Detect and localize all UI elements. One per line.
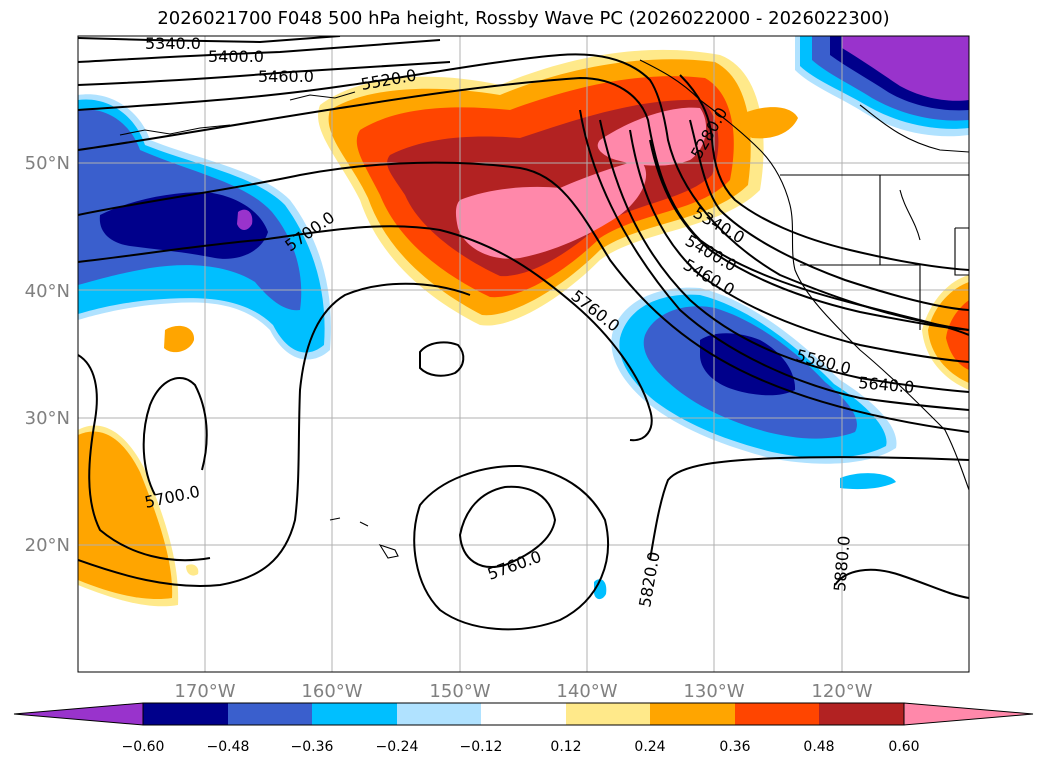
height-contours (78, 36, 969, 631)
lat-label: 40°N (25, 281, 70, 302)
lon-label: 160°W (301, 681, 362, 702)
colorbar-tick-label: 0.36 (719, 739, 750, 755)
lat-label: 20°N (25, 535, 70, 556)
plot-frame (77, 35, 970, 673)
colorbar-frame (142, 702, 905, 726)
contour-5520 (78, 53, 969, 331)
contour-5580-a (78, 76, 969, 336)
lat-labels: 50°N 40°N 30°N 20°N (25, 153, 70, 556)
negative-anomaly-east-small (840, 473, 896, 490)
lon-label: 170°W (174, 681, 235, 702)
colorbar-segment (228, 703, 312, 725)
lat-label: 50°N (25, 153, 70, 174)
contour-label: 5760.0 (568, 286, 624, 335)
contour-label: 5820.0 (635, 550, 663, 608)
positive-anomaly-small-bc (739, 107, 798, 139)
contour-5400-east (649, 139, 969, 331)
contour-5460-west (78, 61, 451, 86)
colorbar-segment (143, 703, 228, 725)
contour-5820 (649, 456, 969, 561)
colorbar-arrow-left (13, 702, 144, 726)
colorbar-segment (397, 703, 481, 725)
colorbar-segment (312, 703, 397, 725)
colorbar-segment (735, 703, 819, 725)
contour-5760-c (419, 341, 465, 377)
colorbar-tick-label: −0.60 (122, 739, 165, 755)
colorbar-tick-label: 0.48 (803, 739, 834, 755)
contour-5400-west (78, 39, 441, 63)
colorbar-tick-label: 0.12 (550, 739, 581, 755)
lat-label: 30°N (25, 408, 70, 429)
colorbar-tick-label: 0.60 (888, 739, 919, 755)
shading-layer (78, 36, 969, 607)
contour-5340-east (689, 119, 969, 311)
contour-5760-b (78, 354, 211, 562)
positive-anomaly-west-orange (78, 431, 173, 600)
negative-anomaly-west-navy (99, 192, 268, 259)
colorbar-segment (566, 703, 650, 725)
lon-label: 140°W (556, 681, 617, 702)
contour-5820-b (413, 464, 609, 631)
contour-5280 (679, 74, 969, 271)
negative-anomaly-west-purple (237, 209, 253, 230)
contour-5460-east (629, 129, 969, 363)
lon-label: 150°W (429, 681, 490, 702)
positive-anomaly-small-2 (186, 564, 199, 576)
contour-5580-b (599, 119, 969, 393)
colorbar-segment (819, 703, 904, 725)
colorbar-tick-label: 0.24 (634, 739, 665, 755)
negative-anomaly-east-navy (700, 333, 796, 396)
contour-label: 5400.0 (208, 47, 264, 66)
positive-anomaly-california-red (946, 300, 969, 370)
positive-anomaly-pink (455, 160, 647, 259)
contour-5880 (834, 568, 969, 599)
colorbar-segment (481, 703, 566, 725)
contour-5640 (579, 109, 969, 411)
colorbar-tick-label: −0.12 (460, 739, 503, 755)
colorbar: −0.60 −0.48 −0.36 −0.24 −0.12 0.12 0.24 … (13, 702, 1034, 755)
colorbar-tick-label: −0.36 (291, 739, 334, 755)
lon-label: 120°W (811, 681, 872, 702)
colorbar-arrow-right (903, 702, 1034, 726)
contour-5700-a (78, 161, 969, 433)
lon-label: 130°W (683, 681, 744, 702)
lon-labels: 170°W 160°W 150°W 140°W 130°W 120°W (174, 681, 872, 702)
map-title: 2026021700 F048 500 hPa height, Rossby W… (157, 8, 890, 29)
negative-anomaly-canada-purple (842, 36, 969, 101)
colorbar-tick-label: −0.48 (207, 739, 250, 755)
contour-label: 5880.0 (830, 535, 854, 592)
contour-label: 5340.0 (145, 34, 201, 53)
colorbar-segment (650, 703, 735, 725)
contour-label: 5760.0 (485, 547, 544, 584)
contour-5760-a (78, 225, 653, 442)
contour-5760-d (458, 485, 557, 568)
contour-label: 5640.0 (858, 373, 915, 397)
colorbar-tick-label: −0.24 (376, 739, 419, 755)
contour-5700-c (142, 376, 208, 496)
contour-5700-b (78, 282, 471, 587)
contour-5340-west (78, 36, 341, 44)
positive-anomaly-small-1 (164, 325, 195, 353)
contour-label: 5460.0 (258, 67, 314, 86)
